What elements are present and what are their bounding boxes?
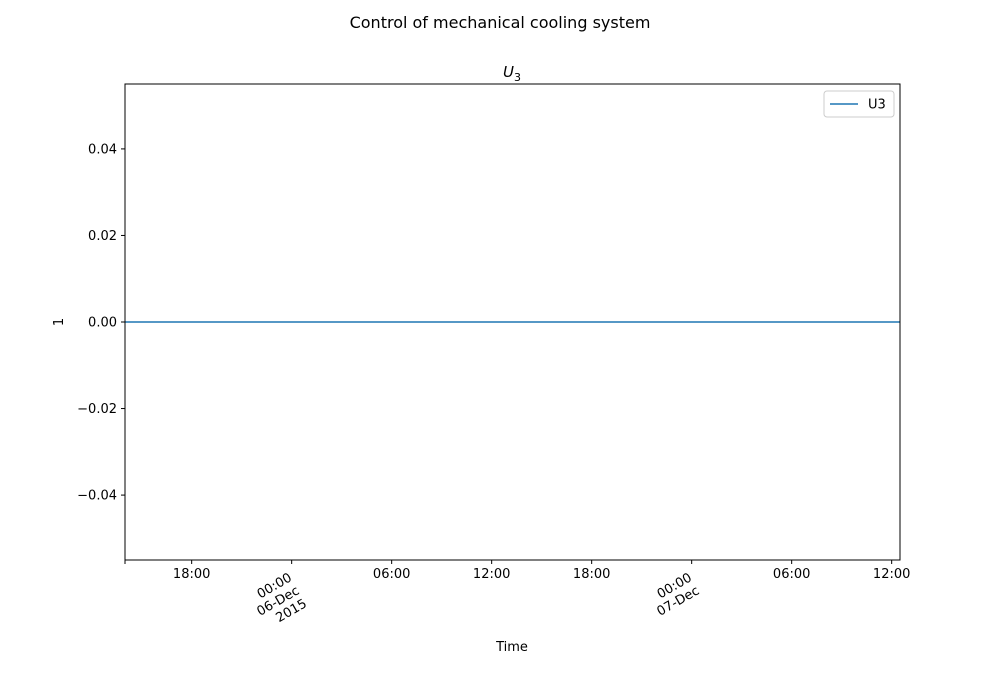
y-tick-label-3: −0.02: [77, 402, 117, 417]
svg-text:00:0007-Dec: 00:0007-Dec: [647, 570, 702, 619]
chart-subtitle: U3: [503, 63, 521, 84]
chart-title: Control of mechanical cooling system: [350, 13, 651, 32]
svg-text:00:0006-Dec2015: 00:0006-Dec2015: [247, 570, 310, 632]
x-tick-label-4: 12:00: [473, 567, 510, 582]
legend-label-0: U3: [868, 98, 886, 113]
x-tick-label-8: 12:00: [873, 567, 910, 582]
y-tick-label-1: 0.02: [88, 229, 117, 244]
y-axis-label: 1: [52, 318, 67, 326]
x-tick-label-7: 06:00: [773, 567, 810, 582]
legend: U3: [823, 90, 895, 118]
x-tick-label-6: 00:0007-Dec: [647, 570, 702, 619]
x-tick-label-2: 00:0006-Dec2015: [247, 570, 310, 632]
y-tick-label-0: 0.04: [88, 142, 117, 157]
subtitle-subscript: 3: [514, 71, 521, 84]
x-tick-label-3: 06:00: [373, 567, 410, 582]
y-tick-label-4: −0.04: [77, 489, 117, 504]
x-axis-label: Time: [495, 640, 528, 655]
y-tick-label-2: 0.00: [88, 316, 117, 331]
x-tick-label-5: 18:00: [573, 567, 610, 582]
x-tick-label-1: 18:00: [173, 567, 210, 582]
subtitle-base: U: [503, 63, 514, 81]
legend-box: [823, 90, 895, 118]
